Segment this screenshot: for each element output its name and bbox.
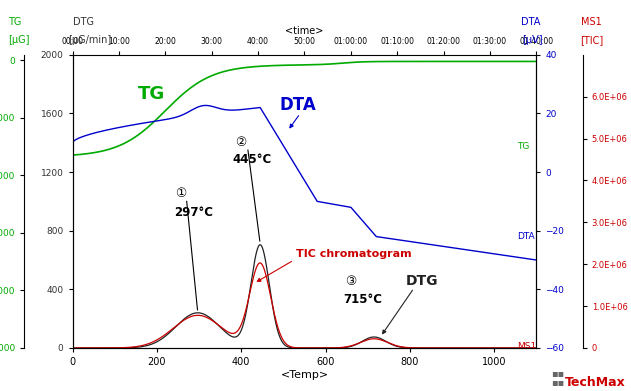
Text: ③: ③: [345, 275, 357, 288]
Text: ▪▪
▪▪: ▪▪ ▪▪: [551, 368, 564, 387]
Text: TIC chromatogram: TIC chromatogram: [296, 249, 411, 259]
Text: MS1: MS1: [517, 342, 536, 351]
Text: DTA: DTA: [279, 97, 316, 115]
Text: DTG: DTG: [406, 274, 438, 288]
Text: 445°C: 445°C: [233, 153, 272, 166]
Text: 297°C: 297°C: [174, 206, 213, 219]
Text: ①: ①: [175, 187, 186, 200]
Text: ②: ②: [235, 136, 247, 149]
Text: DTA: DTA: [517, 232, 535, 241]
Text: [µV]: [µV]: [522, 35, 543, 45]
Text: [µG]: [µG]: [8, 35, 30, 45]
Text: 715°C: 715°C: [344, 292, 382, 305]
X-axis label: <time>: <time>: [285, 26, 324, 36]
Text: DTG: DTG: [73, 17, 93, 27]
Text: DTA: DTA: [521, 17, 540, 27]
Text: TechMax: TechMax: [565, 376, 625, 389]
Text: TG: TG: [8, 17, 21, 27]
Text: TG: TG: [138, 85, 165, 103]
Text: [µG/min]: [µG/min]: [68, 35, 112, 45]
Text: MS1: MS1: [581, 17, 601, 27]
X-axis label: <Temp>: <Temp>: [280, 370, 329, 380]
Text: TG: TG: [517, 142, 530, 151]
Text: [TIC]: [TIC]: [581, 35, 604, 45]
